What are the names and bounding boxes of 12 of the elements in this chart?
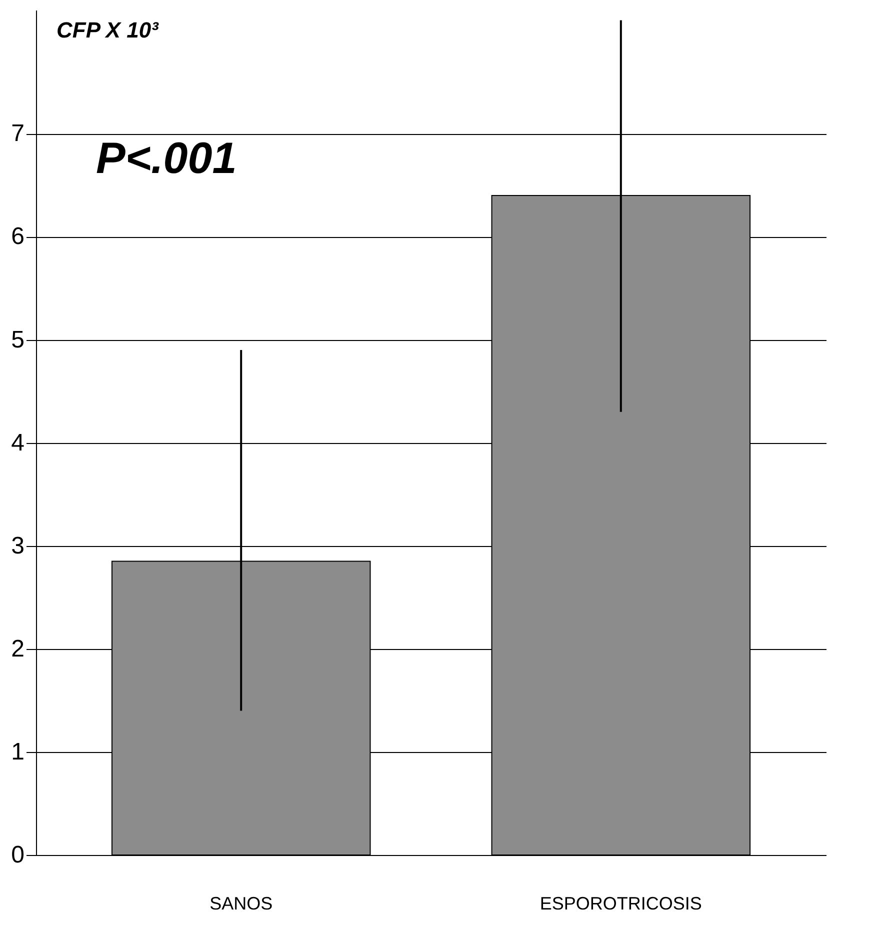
y-tick-label: 2 [11, 635, 24, 662]
y-tick-label: 7 [11, 120, 24, 148]
y-tick-label: 6 [11, 223, 24, 250]
y-axis-title: CFP X 10³ [56, 18, 160, 42]
y-tick-label: 5 [11, 326, 24, 354]
y-tick-label: 3 [11, 532, 24, 560]
y-tick-label: 0 [11, 842, 24, 868]
y-tick-label: 4 [11, 429, 24, 456]
x-tick-label: ESPOROTRICOSIS [540, 894, 702, 914]
annotation: P<.001 [96, 134, 237, 183]
x-tick-label: SANOS [210, 894, 273, 914]
y-tick-label: 1 [11, 738, 24, 766]
